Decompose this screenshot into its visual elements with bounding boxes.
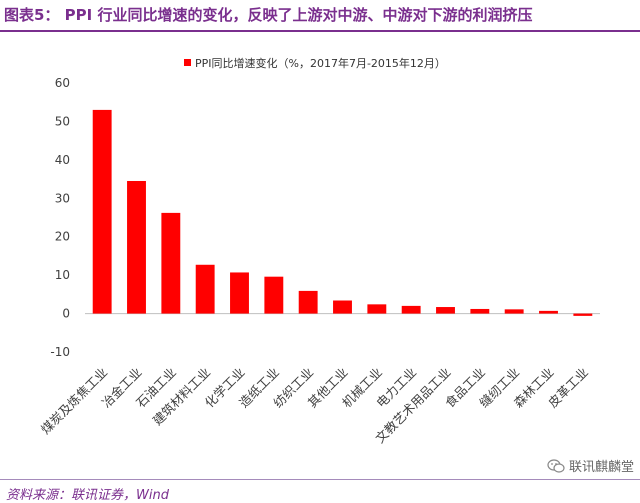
bar <box>161 212 181 314</box>
y-tick-label: 30 <box>55 191 70 205</box>
figure-header: 图表5： PPI 行业同比增速的变化，反映了上游对中游、中游对下游的利润挤压 <box>0 0 640 34</box>
bar-chart: PPI同比增速变化（%，2017年7月-2015年12月） -10 0 10 20 30 4… <box>38 56 600 446</box>
bar <box>230 272 249 314</box>
source-note: 资料来源：联讯证券，Wind <box>6 488 169 503</box>
y-tick-label: 60 <box>55 76 70 90</box>
y-tick-label: 0 <box>62 307 70 321</box>
y-tick-label: 20 <box>55 230 70 244</box>
bar <box>127 180 146 314</box>
bar <box>333 300 352 314</box>
bar <box>92 109 112 314</box>
watermark-text: 联讯麒麟堂 <box>568 460 634 475</box>
y-tick-label: -10 <box>50 345 70 359</box>
figure-footer: 资料来源：联讯证券，Wind <box>0 474 640 503</box>
bar <box>504 309 524 314</box>
bar <box>539 310 558 314</box>
figure-title: 图表5： PPI 行业同比增速的变化，反映了上游对中游、中游对下游的利润挤压 <box>4 6 533 24</box>
watermark: 联讯麒麟堂 <box>547 456 634 475</box>
y-tick-label: 50 <box>55 114 70 128</box>
bar <box>401 305 421 314</box>
bar <box>367 304 387 314</box>
bar <box>436 307 455 314</box>
bar <box>298 290 318 314</box>
chart-root: PPI同比增速变化（%，2017年7月-2015年12月） -10 0 10 20 30 4… <box>38 56 600 446</box>
bar <box>573 313 593 316</box>
footer-rule <box>0 479 640 480</box>
y-tick-label: 40 <box>55 153 70 167</box>
bar <box>470 308 490 314</box>
bar <box>264 276 284 314</box>
title-rule <box>0 30 640 32</box>
legend-swatch <box>184 59 191 66</box>
y-tick-label: 10 <box>55 268 70 282</box>
legend-label: PPI同比增速变化（%，2017年7月-2015年12月） <box>195 56 446 70</box>
bar <box>195 264 215 314</box>
wechat-icon <box>547 458 565 473</box>
